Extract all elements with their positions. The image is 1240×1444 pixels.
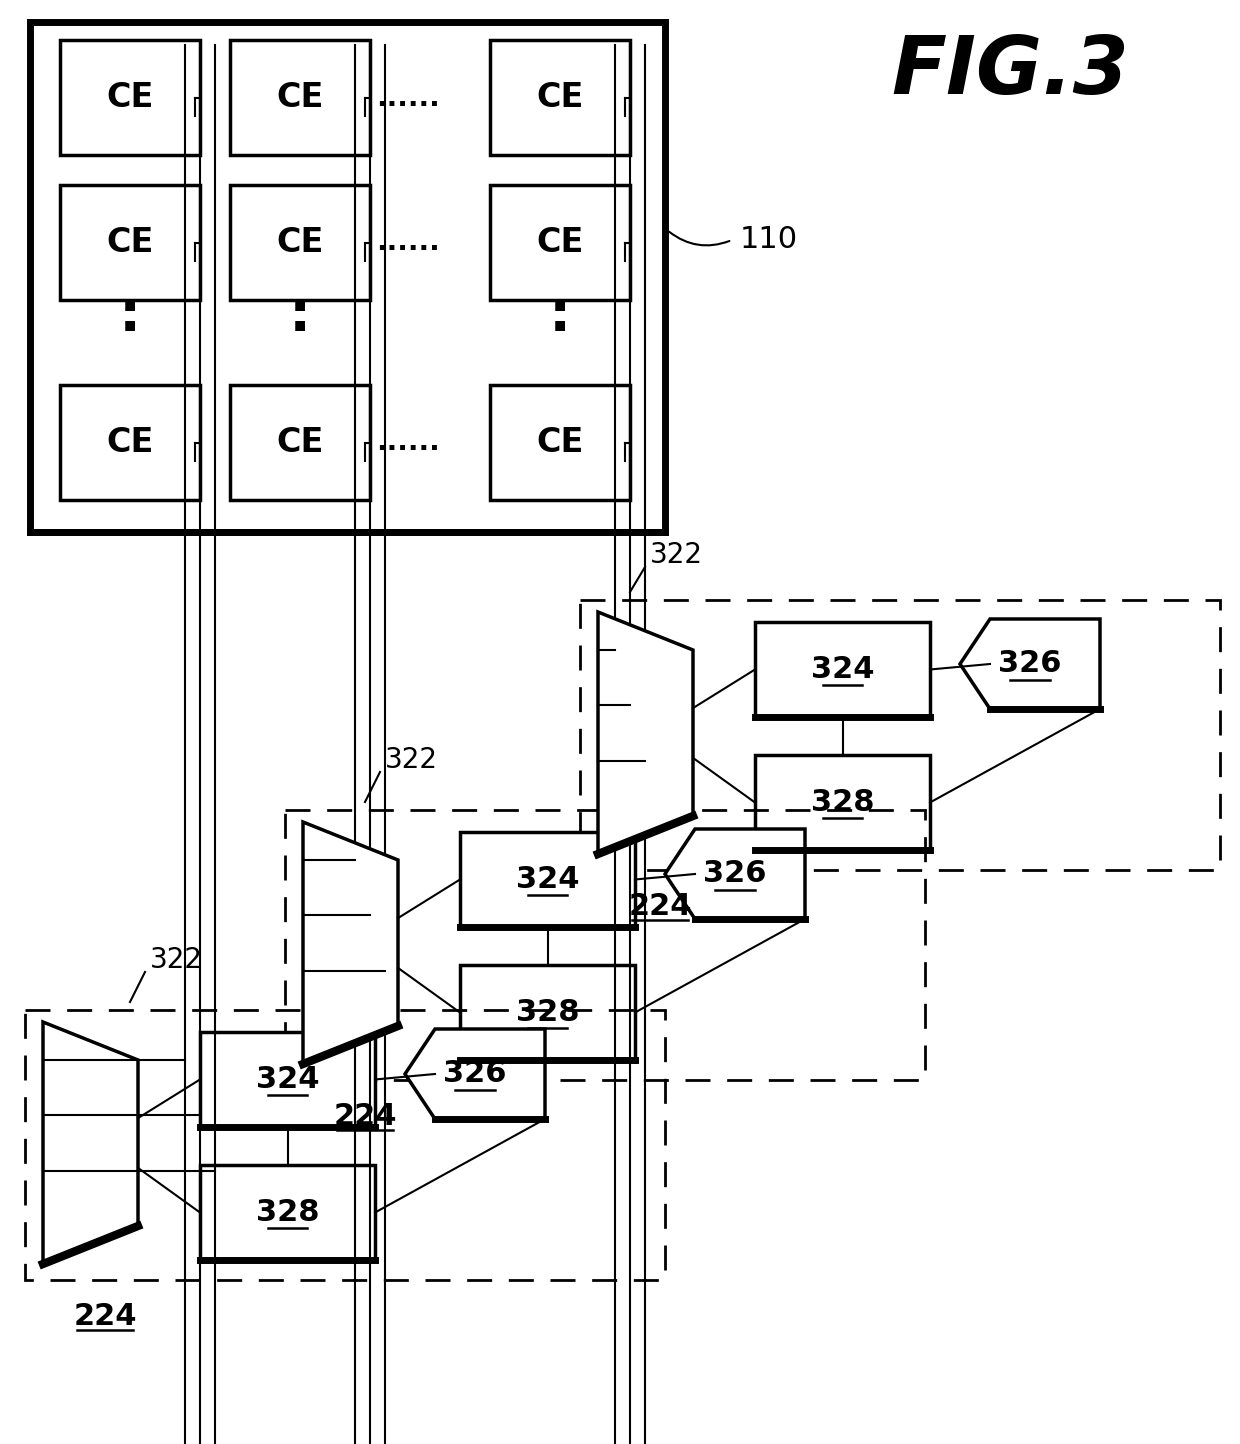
Text: ......: ...... [376,228,440,257]
Text: 224: 224 [629,892,692,921]
Text: 324: 324 [255,1066,319,1095]
Bar [30,22,665,531]
Polygon shape [598,612,693,853]
Bar [285,810,925,1080]
Text: 322: 322 [384,747,438,774]
Text: :: : [119,289,141,344]
Text: CE: CE [277,81,324,114]
Text: 224: 224 [334,1102,397,1131]
Text: CE: CE [537,426,584,459]
Text: CE: CE [277,426,324,459]
Text: 224: 224 [73,1302,136,1331]
Polygon shape [43,1022,138,1264]
Bar [229,386,370,500]
Text: 328: 328 [255,1199,319,1227]
Polygon shape [303,822,398,1064]
Bar [755,755,930,851]
Text: 110: 110 [740,225,799,254]
Text: CE: CE [537,81,584,114]
Bar [60,386,200,500]
Bar [25,1009,665,1279]
Bar [490,40,630,155]
Bar [460,965,635,1060]
Text: CE: CE [107,426,154,459]
Text: 324: 324 [516,865,579,894]
Bar [490,185,630,300]
Bar [60,40,200,155]
Bar [200,1165,374,1261]
Text: 328: 328 [811,788,874,817]
Text: ......: ...... [376,429,440,456]
Bar [490,386,630,500]
Bar [200,1032,374,1126]
Text: 322: 322 [150,946,203,975]
Text: 326: 326 [703,859,766,888]
Bar [580,601,1220,869]
Text: CE: CE [537,227,584,258]
Text: CE: CE [107,81,154,114]
Text: 326: 326 [998,650,1061,679]
Text: CE: CE [107,227,154,258]
Polygon shape [665,829,805,918]
Bar [755,622,930,718]
Text: FIG.3: FIG.3 [892,33,1128,111]
Polygon shape [405,1030,546,1119]
Text: 324: 324 [811,656,874,684]
Text: 322: 322 [650,542,703,569]
Bar [60,185,200,300]
Polygon shape [960,619,1100,709]
Text: CE: CE [277,227,324,258]
Text: ......: ...... [376,84,440,111]
Text: 328: 328 [516,998,579,1027]
Bar [229,40,370,155]
Bar [229,185,370,300]
Text: :: : [549,289,572,344]
Text: 326: 326 [443,1060,507,1089]
Text: :: : [289,289,311,344]
Bar [460,832,635,927]
